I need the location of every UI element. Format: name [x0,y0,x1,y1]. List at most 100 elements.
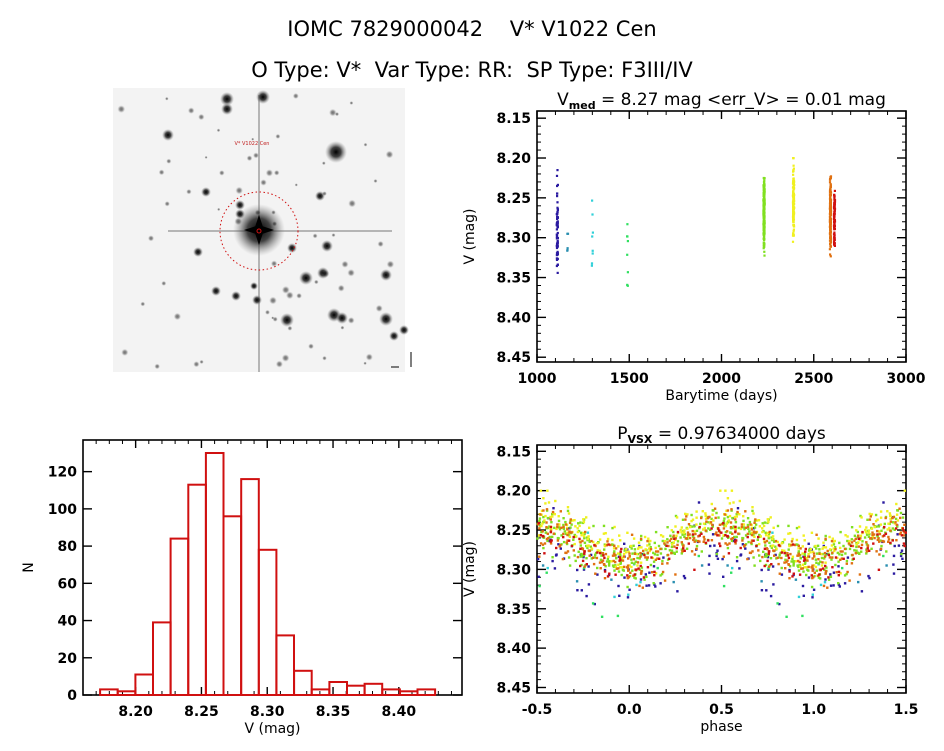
x-tick-label: 8.25 [184,704,219,720]
data-point [640,566,644,569]
data-point [626,235,629,238]
star [221,103,233,115]
data-point [829,199,832,202]
data-point [832,584,835,587]
data-point [864,528,867,532]
data-point [829,243,832,246]
data-point [672,580,675,584]
y-axis-label: N [21,562,37,572]
data-point [896,519,900,522]
data-point [635,552,638,556]
data-point [676,590,679,593]
data-point [626,585,629,589]
data-point [767,566,770,570]
data-point [827,578,831,581]
data-point [731,516,734,520]
data-point [640,570,643,573]
data-point [810,585,814,589]
data-point [556,237,559,240]
data-point [835,571,838,574]
data-point [839,546,842,550]
data-point [763,199,766,202]
data-point [652,565,656,568]
data-point [671,543,674,546]
data-point [760,568,763,572]
data-point [876,533,879,536]
star [234,217,243,226]
data-point [715,552,719,556]
target-center-marker [256,228,262,234]
data-point [728,502,732,505]
x-tick-label: 1000 [518,371,557,387]
data-point [762,206,766,210]
star [154,363,160,370]
data-point [731,532,734,535]
data-point [609,543,612,547]
data-point [607,560,610,563]
data-point [722,555,725,558]
data-point [843,574,847,577]
data-point [593,556,596,559]
data-point [626,574,629,577]
data-point [661,535,665,538]
star [322,191,327,197]
data-point [559,544,562,547]
data-point [747,540,750,544]
data-point [804,561,807,564]
data-point [784,567,787,570]
data-point [770,563,773,566]
data-point [763,189,766,192]
data-point [707,521,710,524]
data-point [833,193,836,196]
data-point [824,572,827,575]
data-point [829,239,832,242]
data-point [619,550,622,553]
data-point [856,530,859,534]
data-point [700,550,703,553]
data-point [878,553,881,556]
data-point [697,501,701,504]
data-point [858,573,862,576]
histogram-bar [346,684,366,697]
data-point [568,535,572,538]
data-point [682,574,686,578]
data-point [763,203,766,206]
star [336,312,348,324]
data-point [587,565,590,568]
data-point [548,535,551,539]
histogram-bar [169,537,190,696]
data-point [702,535,706,539]
data-point [828,232,832,235]
data-point [579,555,582,558]
data-point [801,563,805,566]
data-point [626,283,629,286]
data-point [708,572,711,575]
plot-title-main: V [557,90,569,110]
data-point [764,563,768,567]
data-point [792,186,795,189]
data-point [659,547,662,551]
data-point [872,542,875,545]
data-point [792,220,795,223]
data-point [792,212,795,215]
data-point [898,532,902,536]
data-point [548,525,551,528]
data-point [673,545,676,548]
data-point [615,557,618,560]
data-point [811,567,814,570]
y-tick-label: 8.25 [496,523,531,539]
data-point [560,534,563,537]
data-point [792,564,795,567]
data-point [830,558,833,561]
data-point [803,554,807,558]
data-point [603,570,607,573]
data-point [639,555,642,558]
data-point [680,552,683,555]
data-point [795,526,799,530]
data-point [633,573,636,576]
data-point [722,527,726,530]
data-point [770,536,773,539]
data-point [868,549,871,552]
data-point [895,523,898,527]
